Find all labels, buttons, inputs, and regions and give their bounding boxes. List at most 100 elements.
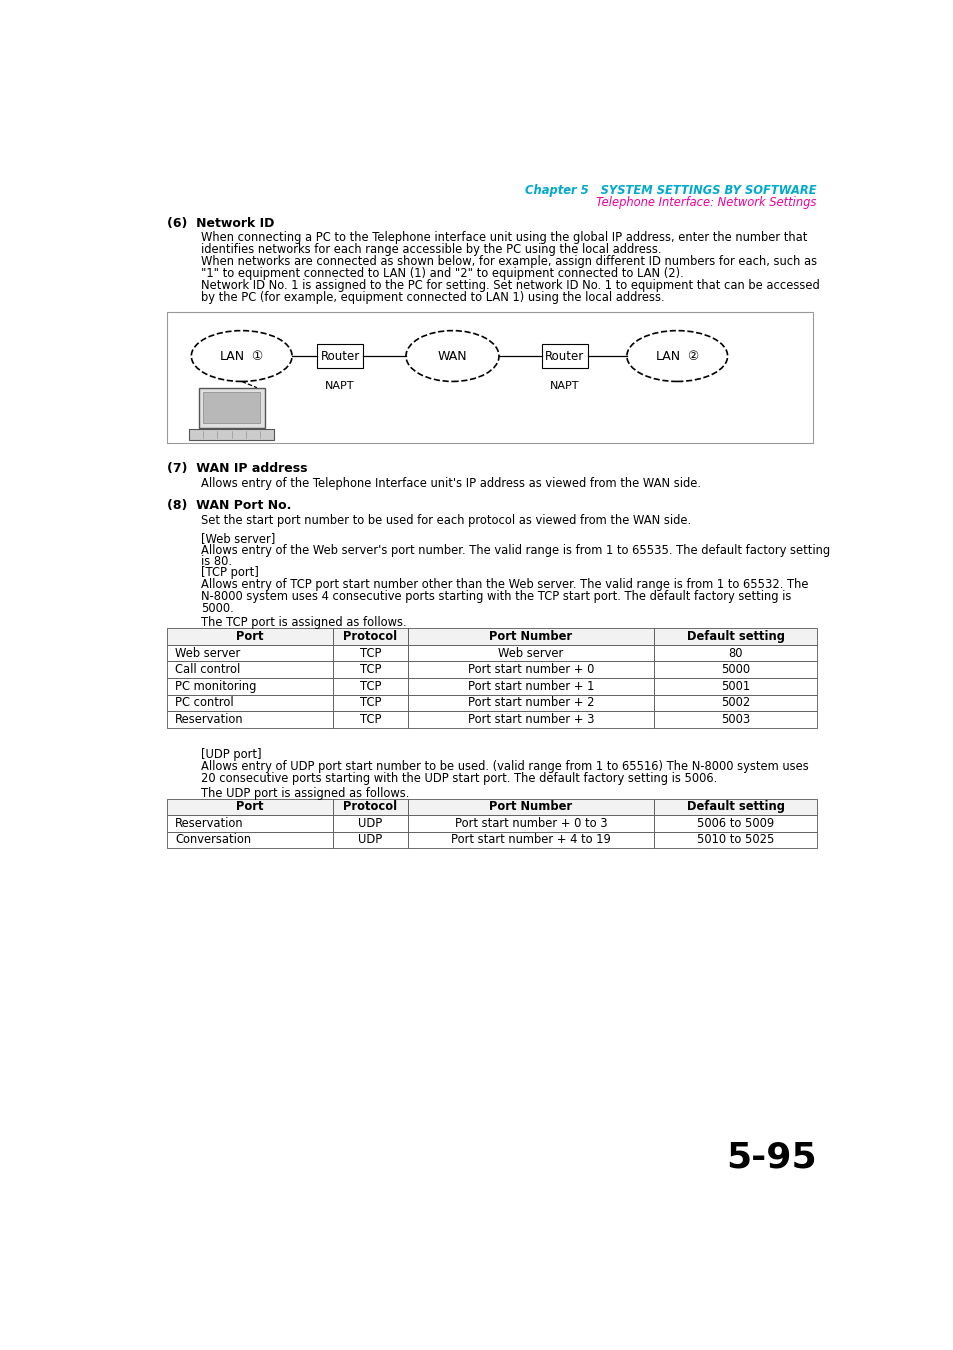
- FancyBboxPatch shape: [541, 344, 587, 367]
- Text: PC control: PC control: [174, 697, 233, 709]
- FancyBboxPatch shape: [198, 387, 264, 428]
- FancyBboxPatch shape: [333, 645, 407, 662]
- Text: Conversation: Conversation: [174, 833, 251, 846]
- Text: LAN: LAN: [219, 350, 245, 363]
- FancyBboxPatch shape: [407, 711, 654, 728]
- FancyBboxPatch shape: [654, 628, 816, 645]
- Text: "1" to equipment connected to LAN (1) and "2" to equipment connected to LAN (2).: "1" to equipment connected to LAN (1) an…: [200, 267, 682, 279]
- Text: Allows entry of UDP port start number to be used. (valid range from 1 to 65516) : Allows entry of UDP port start number to…: [200, 760, 807, 774]
- Text: Port: Port: [236, 630, 264, 643]
- Text: by the PC (for example, equipment connected to LAN 1) using the local address.: by the PC (for example, equipment connec…: [200, 292, 663, 304]
- FancyBboxPatch shape: [167, 678, 333, 694]
- FancyBboxPatch shape: [407, 815, 654, 832]
- Text: Set the start port number to be used for each protocol as viewed from the WAN si: Set the start port number to be used for…: [200, 514, 690, 526]
- FancyBboxPatch shape: [203, 393, 259, 423]
- Text: Call control: Call control: [174, 663, 240, 676]
- FancyBboxPatch shape: [654, 711, 816, 728]
- Text: Web server: Web server: [174, 647, 240, 660]
- FancyBboxPatch shape: [654, 832, 816, 848]
- Text: When connecting a PC to the Telephone interface unit using the global IP address: When connecting a PC to the Telephone in…: [200, 231, 806, 244]
- FancyBboxPatch shape: [333, 694, 407, 711]
- Text: UDP: UDP: [357, 817, 382, 830]
- Text: 5000: 5000: [720, 663, 749, 676]
- FancyBboxPatch shape: [333, 678, 407, 694]
- Text: UDP: UDP: [357, 833, 382, 846]
- Text: Web server: Web server: [497, 647, 563, 660]
- FancyBboxPatch shape: [407, 678, 654, 694]
- Text: Port Number: Port Number: [489, 630, 572, 643]
- Text: (6)  Network ID: (6) Network ID: [167, 217, 274, 231]
- FancyBboxPatch shape: [654, 662, 816, 678]
- Text: LAN: LAN: [655, 350, 679, 363]
- Text: Port start number + 1: Port start number + 1: [467, 680, 594, 693]
- Text: Protocol: Protocol: [343, 630, 396, 643]
- FancyBboxPatch shape: [407, 662, 654, 678]
- FancyBboxPatch shape: [333, 662, 407, 678]
- Text: Chapter 5   SYSTEM SETTINGS BY SOFTWARE: Chapter 5 SYSTEM SETTINGS BY SOFTWARE: [524, 184, 816, 197]
- Text: 5002: 5002: [720, 697, 749, 709]
- FancyBboxPatch shape: [333, 628, 407, 645]
- Text: [Web server]: [Web server]: [200, 532, 274, 544]
- Text: 20 consecutive ports starting with the UDP start port. The default factory setti: 20 consecutive ports starting with the U…: [200, 772, 716, 786]
- FancyBboxPatch shape: [654, 694, 816, 711]
- Text: TCP: TCP: [359, 713, 380, 726]
- Text: ②: ②: [686, 350, 698, 363]
- Text: is 80.: is 80.: [200, 555, 232, 568]
- FancyBboxPatch shape: [167, 694, 333, 711]
- FancyBboxPatch shape: [333, 832, 407, 848]
- Text: 5010 to 5025: 5010 to 5025: [696, 833, 774, 846]
- Text: Port start number + 0: Port start number + 0: [467, 663, 594, 676]
- Text: NAPT: NAPT: [550, 382, 579, 391]
- FancyBboxPatch shape: [333, 799, 407, 815]
- Text: The TCP port is assigned as follows.: The TCP port is assigned as follows.: [200, 617, 406, 629]
- Ellipse shape: [192, 331, 292, 382]
- Text: 5006 to 5009: 5006 to 5009: [697, 817, 773, 830]
- Text: Port Number: Port Number: [489, 801, 572, 813]
- Text: TCP: TCP: [359, 680, 380, 693]
- FancyBboxPatch shape: [333, 815, 407, 832]
- Text: Allows entry of the Telephone Interface unit's IP address as viewed from the WAN: Allows entry of the Telephone Interface …: [200, 477, 700, 490]
- Text: Network ID No. 1 is assigned to the PC for setting. Set network ID No. 1 to equi: Network ID No. 1 is assigned to the PC f…: [200, 279, 819, 292]
- Text: Router: Router: [320, 350, 359, 363]
- FancyBboxPatch shape: [167, 711, 333, 728]
- FancyBboxPatch shape: [316, 344, 363, 367]
- Text: Port start number + 3: Port start number + 3: [467, 713, 594, 726]
- Text: Port start number + 0 to 3: Port start number + 0 to 3: [455, 817, 607, 830]
- Text: 5003: 5003: [720, 713, 749, 726]
- FancyBboxPatch shape: [654, 799, 816, 815]
- FancyBboxPatch shape: [333, 711, 407, 728]
- FancyBboxPatch shape: [167, 312, 812, 443]
- Text: Reservation: Reservation: [174, 817, 243, 830]
- Ellipse shape: [626, 331, 727, 382]
- FancyBboxPatch shape: [407, 628, 654, 645]
- FancyBboxPatch shape: [167, 832, 333, 848]
- FancyBboxPatch shape: [407, 694, 654, 711]
- Text: TCP: TCP: [359, 663, 380, 676]
- FancyBboxPatch shape: [654, 815, 816, 832]
- Ellipse shape: [406, 331, 498, 382]
- Text: Protocol: Protocol: [343, 801, 396, 813]
- Text: (7)  WAN IP address: (7) WAN IP address: [167, 462, 308, 475]
- Text: Router: Router: [545, 350, 584, 363]
- FancyBboxPatch shape: [167, 628, 333, 645]
- Text: WAN: WAN: [437, 350, 467, 363]
- Text: Default setting: Default setting: [686, 801, 783, 813]
- Text: NAPT: NAPT: [325, 382, 355, 391]
- FancyBboxPatch shape: [167, 662, 333, 678]
- Text: When networks are connected as shown below, for example, assign different ID num: When networks are connected as shown bel…: [200, 255, 816, 269]
- Text: 5-95: 5-95: [725, 1141, 816, 1174]
- Text: Reservation: Reservation: [174, 713, 243, 726]
- FancyBboxPatch shape: [654, 678, 816, 694]
- Text: Allows entry of the Web server's port number. The valid range is from 1 to 65535: Allows entry of the Web server's port nu…: [200, 544, 829, 556]
- Text: 5001: 5001: [720, 680, 749, 693]
- Text: identifies networks for each range accessible by the PC using the local address.: identifies networks for each range acces…: [200, 243, 660, 256]
- Text: PC monitoring: PC monitoring: [174, 680, 256, 693]
- Text: ①: ①: [252, 350, 262, 363]
- Text: Port start number + 2: Port start number + 2: [467, 697, 594, 709]
- Text: 5000.: 5000.: [200, 602, 233, 616]
- Text: (8)  WAN Port No.: (8) WAN Port No.: [167, 500, 292, 512]
- FancyBboxPatch shape: [407, 799, 654, 815]
- FancyBboxPatch shape: [167, 645, 333, 662]
- Text: The UDP port is assigned as follows.: The UDP port is assigned as follows.: [200, 787, 409, 799]
- FancyBboxPatch shape: [167, 815, 333, 832]
